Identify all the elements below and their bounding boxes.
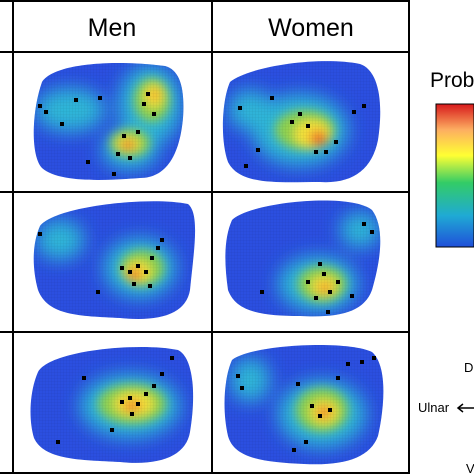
colorbar bbox=[435, 103, 474, 248]
volar-label: V bbox=[466, 461, 474, 474]
marker-points bbox=[56, 356, 174, 444]
heatmap-panel-men-row-2 bbox=[33, 201, 196, 319]
heatmap-panel-men-row-3 bbox=[30, 346, 194, 463]
column-header-men: Men bbox=[88, 14, 137, 42]
table-grid bbox=[0, 0, 410, 474]
column-header-women: Women bbox=[268, 14, 354, 42]
marker-points bbox=[236, 356, 376, 452]
marker-points bbox=[260, 222, 374, 314]
marker-points bbox=[38, 92, 156, 176]
ulnar-arrow-icon bbox=[456, 403, 474, 413]
dorsal-label: D bbox=[464, 360, 473, 375]
marker-points bbox=[38, 232, 164, 294]
heatmap-panel-women-row-1 bbox=[222, 61, 381, 183]
heatmap-panel-men-row-1 bbox=[33, 63, 184, 180]
ulnar-label: Ulnar bbox=[418, 400, 450, 415]
marker-points bbox=[238, 96, 366, 168]
heatmap-panel-women-row-3 bbox=[224, 345, 384, 465]
heatmap-panel-women-row-2 bbox=[225, 200, 381, 317]
colorbar-title: Prob bbox=[430, 69, 474, 92]
